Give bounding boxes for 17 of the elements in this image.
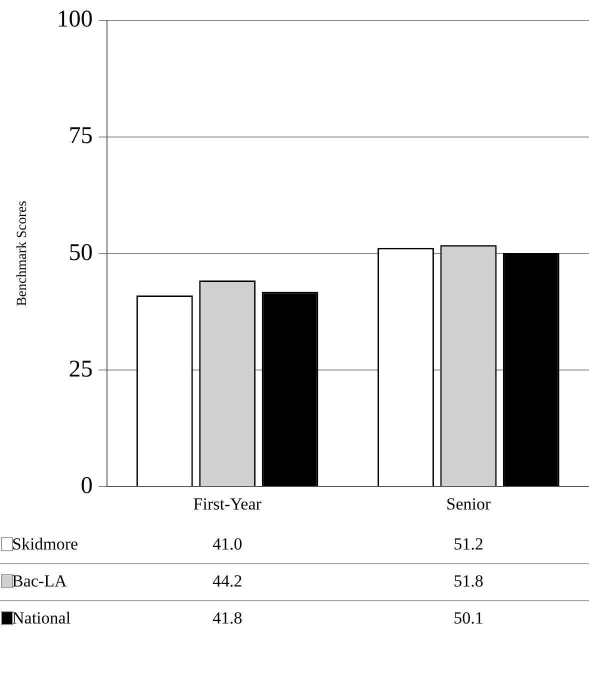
y-tick-label: 50 <box>68 240 93 266</box>
data-label: 51.2 <box>454 534 484 554</box>
x-tick-label: Senior <box>446 494 491 514</box>
data-label: 50.1 <box>454 608 484 628</box>
legend-label: Bac-LA <box>12 572 68 591</box>
legend-label: National <box>12 608 71 628</box>
y-tick-label: 0 <box>80 472 93 499</box>
y-tick-label: 75 <box>68 123 93 150</box>
data-label: 41.0 <box>212 534 242 554</box>
x-tick-label: First-Year <box>193 494 262 514</box>
data-label: 41.8 <box>212 608 242 628</box>
y-tick-label: 25 <box>68 356 93 382</box>
y-axis-title: Benchmark Scores <box>15 200 30 306</box>
y-tick-label: 100 <box>56 6 93 33</box>
legend-label: Skidmore <box>12 534 78 554</box>
data-label: 51.8 <box>454 572 484 591</box>
data-label: 44.2 <box>212 572 242 591</box>
